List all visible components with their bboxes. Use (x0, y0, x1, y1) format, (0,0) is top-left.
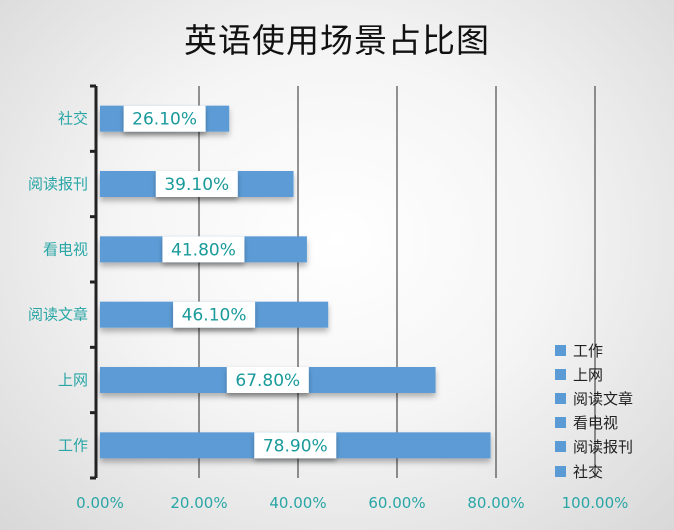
legend-item: 阅读报刊 (555, 435, 633, 459)
x-tick-label: 60.00% (368, 494, 425, 512)
category-label: 阅读文章 (28, 306, 88, 324)
legend-label: 工作 (573, 341, 604, 360)
x-tick-label: 40.00% (269, 494, 326, 512)
x-tick-label: 100.00% (562, 494, 629, 512)
x-tick-label: 20.00% (170, 494, 227, 512)
category-label: 阅读报刊 (28, 175, 88, 193)
legend-swatch (555, 344, 566, 356)
data-label: 41.80% (171, 240, 236, 260)
legend-label: 上网 (573, 365, 604, 384)
data-label-box (123, 105, 206, 132)
chart-title: 英语使用场景占比图 (184, 21, 490, 60)
legend-label: 阅读报刊 (573, 438, 634, 457)
data-label-box (254, 432, 337, 459)
legend-swatch (555, 392, 566, 404)
legend-swatch (555, 441, 566, 453)
data-label-box (155, 171, 238, 197)
x-tick-label: 80.00% (467, 494, 524, 512)
legend-item: 工作 (555, 338, 633, 362)
data-label-box (226, 367, 309, 393)
data-label-box (173, 301, 256, 328)
category-label: 看电视 (43, 240, 88, 258)
legend-label: 阅读文章 (573, 389, 634, 408)
data-label: 39.10% (164, 175, 229, 195)
category-label: 工作 (58, 436, 88, 454)
legend-item: 看电视 (555, 411, 633, 435)
data-label: 78.90% (263, 436, 328, 456)
legend-swatch (555, 465, 566, 477)
data-label: 67.80% (235, 371, 300, 391)
x-tick-label: 0.00% (76, 494, 124, 512)
legend-swatch (555, 417, 566, 429)
legend-item: 社交 (555, 459, 633, 483)
legend-label: 社交 (573, 462, 604, 481)
data-label: 46.10% (182, 306, 247, 326)
legend: 工作上网阅读文章看电视阅读报刊社交 (555, 338, 633, 483)
category-label: 上网 (58, 371, 88, 389)
legend-label: 看电视 (573, 414, 619, 433)
legend-swatch (555, 368, 566, 380)
data-label: 26.10% (132, 110, 197, 130)
data-label-box (162, 236, 245, 263)
legend-item: 上网 (555, 362, 633, 386)
category-label: 社交 (58, 110, 88, 128)
legend-item: 阅读文章 (555, 386, 633, 410)
